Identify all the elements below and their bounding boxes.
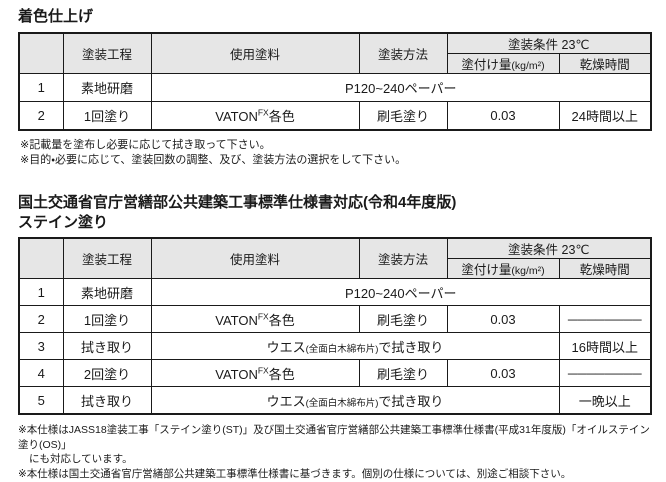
process-cell: 拭き取り	[62, 386, 152, 415]
corner-header-cell	[18, 32, 64, 74]
amount-label: 塗付け量	[461, 263, 512, 278]
process-cell: 1回塗り	[62, 101, 152, 130]
process-cell: 2回塗り	[62, 359, 152, 388]
paint-cell: P120~240ペーパー	[150, 278, 652, 307]
table-row: 1 素地研磨 P120~240ペーパー	[18, 278, 652, 307]
wipe-material: ウエス	[266, 339, 306, 355]
method-cell: 刷毛塗り	[358, 305, 448, 334]
process-cell: 素地研磨	[62, 73, 152, 102]
paint-color-suffix: 各色	[268, 108, 295, 124]
amount-cell: 0.03	[446, 101, 560, 130]
note-line: ※記載量を塗布し必要に応じて拭き取って下さい。	[20, 138, 271, 151]
note-line: ※目的・必要に応じて、塗装回数の調整、及び、塗装方法の選択をして下さい。	[20, 154, 407, 167]
wipe-action: で拭き取り	[378, 393, 444, 409]
process-cell: 素地研磨	[62, 278, 152, 307]
col-header-amount: 塗付け量(kg/m²)	[446, 53, 560, 74]
drytime-cell: ────────	[558, 305, 652, 334]
method-cell: 刷毛塗り	[358, 359, 448, 388]
col-header-drytime: 乾燥時間	[558, 258, 652, 280]
stain-coating-table: 塗装工程 使用塗料 塗装方法 塗装条件 23℃ 塗付け量(kg/m²) 乾燥時間…	[18, 237, 653, 415]
table1-notes: ※記載量を塗布し必要に応じて拭き取って下さい。 ※目的・必要に応じて、塗装回数の…	[20, 138, 650, 170]
paint-brand: VATON	[215, 366, 258, 382]
step-number-cell: 3	[18, 332, 64, 361]
amount-unit: (kg/m²)	[511, 60, 545, 72]
paint-grade-superscript: FX	[257, 107, 269, 118]
mlit-spec-title-line1: 国土交通省官庁営繕部公共建築工事標準仕様書対応(令和4年度版)	[18, 194, 457, 212]
amount-cell: 0.03	[446, 305, 560, 334]
wipe-action: で拭き取り	[378, 339, 444, 355]
col-header-paint: 使用塗料	[150, 32, 360, 74]
colored-finish-table: 塗装工程 使用塗料 塗装方法 塗装条件 23℃ 塗付け量(kg/m²) 乾燥時間…	[18, 32, 653, 131]
table-row: 5 拭き取り ウエス(全面白木綿布片)で拭き取り 一晩以上	[18, 386, 652, 415]
amount-label: 塗付け量	[461, 58, 512, 72]
table-row: 2 1回塗り VATONFX各色 刷毛塗り 0.03 24時間以上	[18, 101, 652, 130]
corner-header-cell	[18, 237, 64, 280]
drytime-cell: 16時間以上	[558, 332, 652, 361]
drytime-cell: ────────	[558, 359, 652, 388]
col-header-conditions: 塗装条件 23℃	[446, 237, 652, 260]
col-header-process: 塗装工程	[62, 32, 152, 74]
section-title-colored-finish: 着色仕上げ	[18, 8, 94, 25]
step-number-cell: 4	[18, 359, 64, 388]
step-number-cell: 1	[18, 278, 64, 307]
paint-grade-superscript: FX	[257, 311, 269, 322]
table-row: 1 素地研磨 P120~240ペーパー	[18, 73, 652, 102]
step-number-cell: 2	[18, 101, 64, 130]
col-header-paint: 使用塗料	[150, 237, 360, 280]
step-number-cell: 1	[18, 73, 64, 102]
process-cell: 拭き取り	[62, 332, 152, 361]
paint-cell: VATONFX各色	[150, 101, 360, 130]
amount-unit: (kg/m²)	[511, 265, 545, 278]
drytime-cell: 24時間以上	[558, 101, 652, 130]
paint-cell: VATONFX各色	[150, 305, 360, 334]
paint-brand: VATON	[215, 108, 258, 124]
step-number-cell: 5	[18, 386, 64, 415]
col-header-method: 塗装方法	[358, 32, 448, 74]
col-header-drytime: 乾燥時間	[558, 53, 652, 74]
wipe-material: ウエス	[266, 393, 306, 409]
wipe-cell: ウエス(全面白木綿布片)で拭き取り	[150, 332, 560, 361]
step-number-cell: 2	[18, 305, 64, 334]
note-line: ※本仕様は国土交通省官庁営繕部公共建築工事標準仕様書に基づきます。個別の仕様につ…	[18, 467, 572, 480]
paint-brand: VATON	[215, 312, 258, 328]
wipe-material-detail: (全面白木綿布片)	[305, 397, 379, 409]
table-header: 塗装工程 使用塗料 塗装方法 塗装条件 23℃ 塗付け量(kg/m²) 乾燥時間	[18, 237, 652, 280]
table-row: 2 1回塗り VATONFX各色 刷毛塗り 0.03 ────────	[18, 305, 652, 334]
wipe-cell: ウエス(全面白木綿布片)で拭き取り	[150, 386, 560, 415]
note-line: ※本仕様はJASS18塗装工事「ステイン塗り(ST)」及び国土交通省官庁営繕部公…	[18, 423, 650, 451]
method-cell: 刷毛塗り	[358, 101, 448, 130]
drytime-cell: 一晩以上	[558, 386, 652, 415]
col-header-conditions: 塗装条件 23℃	[446, 32, 652, 54]
amount-cell: 0.03	[446, 359, 560, 388]
paint-color-suffix: 各色	[268, 366, 295, 382]
col-header-amount: 塗付け量(kg/m²)	[446, 258, 560, 280]
wipe-material-detail: (全面白木綿布片)	[305, 343, 379, 355]
paint-color-suffix: 各色	[268, 312, 295, 328]
table-row: 3 拭き取り ウエス(全面白木綿布片)で拭き取り 16時間以上	[18, 332, 652, 361]
table-row: 4 2回塗り VATONFX各色 刷毛塗り 0.03 ────────	[18, 359, 652, 388]
table-header: 塗装工程 使用塗料 塗装方法 塗装条件 23℃ 塗付け量(kg/m²) 乾燥時間	[18, 32, 652, 74]
note-line-continuation: にも対応しています。	[29, 453, 133, 466]
subtitle-stain-coating: ステイン塗り	[18, 213, 109, 231]
col-header-method: 塗装方法	[358, 237, 448, 280]
col-header-process: 塗装工程	[62, 237, 152, 280]
paint-cell: P120~240ペーパー	[150, 73, 652, 102]
process-cell: 1回塗り	[62, 305, 152, 334]
table2-notes: ※本仕様はJASS18塗装工事「ステイン塗り(ST)」及び国土交通省官庁営繕部公…	[18, 423, 650, 482]
section-title-mlit-spec: 国土交通省官庁営繕部公共建築工事標準仕様書対応(令和4年度版) ステイン塗り	[18, 193, 650, 232]
paint-cell: VATONFX各色	[150, 359, 360, 388]
paint-grade-superscript: FX	[257, 365, 269, 376]
